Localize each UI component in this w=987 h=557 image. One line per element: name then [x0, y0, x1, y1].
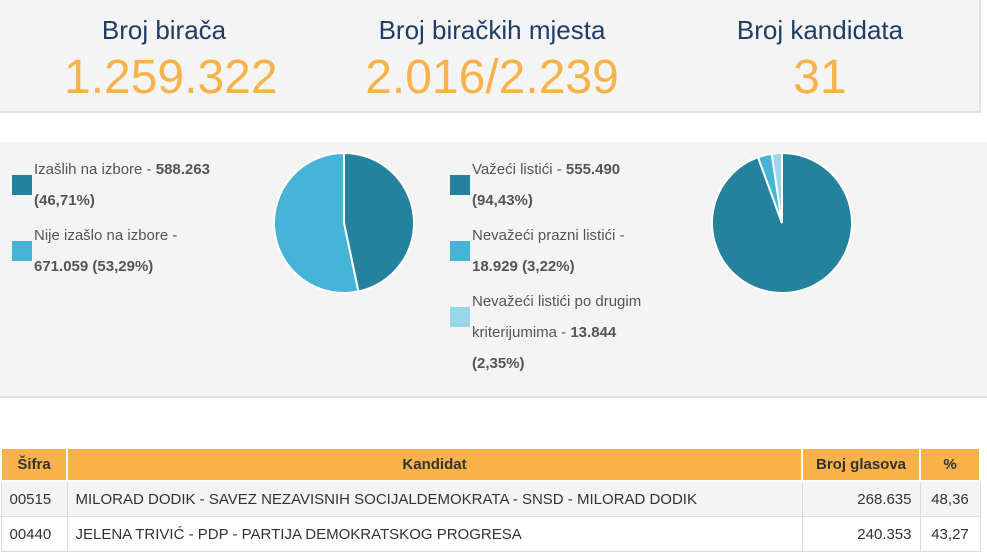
candidates-label: Broj kandidata [736, 15, 904, 45]
cell-code: 00440 [0, 516, 68, 552]
legend-item-turnout-not-voted: Nije izašlo na izbore - 671.059 (53,29%) [12, 220, 232, 282]
legend-value: 588.263 [155, 161, 210, 178]
header-candidate: Kandidat [66, 447, 803, 482]
cell-candidate: MILORAD DODIK - SAVEZ NEZAVISNIH SOCIJAL… [66, 480, 803, 517]
turnout-slice-0 [343, 152, 415, 293]
legend-item-ballots-valid: Važeći listići - 555.490 (94,43%) [450, 154, 670, 216]
summary-stats: Broj birača 1.259.322 Broj biračkih mjes… [0, 0, 981, 113]
legend-swatch [12, 241, 32, 261]
table-row: 00440 JELENA TRIVIĆ - PDP - PARTIJA DEMO… [0, 516, 981, 552]
candidates-stat: Broj kandidata 31 [720, 0, 920, 105]
voters-value: 1.259.322 [64, 51, 278, 104]
turnout-slice-1 [273, 152, 360, 294]
legend-value: 555.490 [565, 161, 621, 178]
legend-pct: (46,71%) [34, 192, 95, 209]
legend-swatch [450, 307, 470, 327]
ballots-legend: Važeći listići - 555.490 (94,43%) Nevaže… [450, 154, 670, 379]
legend-value: 13.844 [570, 324, 617, 341]
legend-swatch [450, 175, 470, 195]
ballots-slice-2 [770, 152, 783, 224]
legend-pct: (2,35%) [472, 355, 525, 372]
legend-pct: (94,43%) [472, 192, 533, 209]
cell-votes: 240.353 [801, 516, 921, 552]
turnout-pie-chart [273, 152, 415, 294]
voters-label: Broj birača [101, 15, 227, 45]
header-code: Šifra [0, 447, 68, 482]
legend-pct: (53,29%) [92, 258, 154, 275]
table-row: 00515 MILORAD DODIK - SAVEZ NEZAVISNIH S… [0, 480, 981, 517]
turnout-legend: Izašlih na izbore - 588.263 (46,71%) Nij… [12, 154, 232, 282]
legend-label: Važeći listići - [472, 161, 566, 178]
legend-value: 18.929 [472, 258, 518, 275]
legend-label: Nije izašlo na izbore - [34, 227, 178, 244]
stations-stat: Broj biračkih mjesta 2.016/2.239 [352, 0, 632, 105]
ballots-pie-chart [711, 152, 853, 294]
cell-pct: 48,36 [919, 480, 981, 517]
stations-label: Broj biračkih mjesta [378, 15, 606, 45]
legend-pct: (3,22%) [522, 258, 575, 275]
voters-stat: Broj birača 1.259.322 [64, 0, 278, 105]
cell-pct: 43,27 [919, 516, 981, 552]
legend-swatch [450, 241, 470, 261]
legend-item-ballots-empty: Nevažeći prazni listići - 18.929 (3,22%) [450, 220, 670, 282]
header-votes: Broj glasova [801, 447, 921, 482]
legend-label: Izašlih na izbore - [34, 161, 156, 178]
charts-panel: Izašlih na izbore - 588.263 (46,71%) Nij… [0, 142, 987, 398]
cell-code: 00515 [0, 480, 68, 517]
cell-votes: 268.635 [801, 480, 921, 517]
legend-item-turnout-voted: Izašlih na izbore - 588.263 (46,71%) [12, 154, 232, 216]
header-pct: % [919, 447, 981, 482]
candidates-value: 31 [793, 51, 847, 104]
table-header-row: Šifra Kandidat Broj glasova % [0, 447, 981, 482]
legend-label: Nevažeći listići po drugim kriterijumima… [472, 293, 642, 341]
legend-value: 671.059 [34, 258, 89, 275]
stations-value: 2.016/2.239 [365, 51, 619, 104]
legend-item-ballots-other: Nevažeći listići po drugim kriterijumima… [450, 286, 682, 379]
legend-label: Nevažeći prazni listići - [472, 227, 625, 244]
legend-swatch [12, 175, 32, 195]
results-table: Šifra Kandidat Broj glasova % 00515 MILO… [0, 447, 981, 552]
cell-candidate: JELENA TRIVIĆ - PDP - PARTIJA DEMOKRATSK… [66, 516, 803, 552]
